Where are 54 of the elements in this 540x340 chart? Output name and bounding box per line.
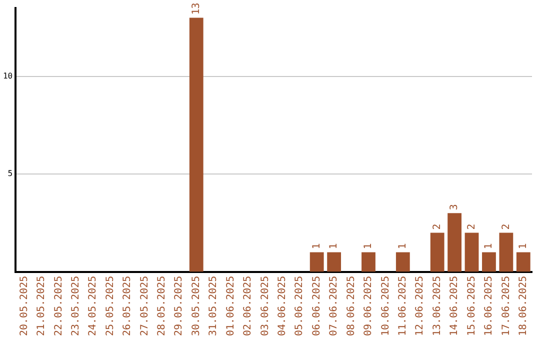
- x-tick-label: 12.06.2025: [414, 276, 426, 336]
- x-tick-label: 01.06.2025: [225, 276, 236, 336]
- bar: [396, 252, 410, 272]
- x-tick-label: 10.06.2025: [380, 276, 392, 336]
- x-tick-label: 23.05.2025: [70, 276, 82, 336]
- x-tick-label: 08.06.2025: [346, 276, 357, 336]
- data-label: 2: [466, 224, 478, 230]
- data-label: 2: [500, 224, 512, 230]
- data-label: 1: [398, 243, 408, 250]
- x-tick-label: 14.06.2025: [449, 276, 460, 336]
- data-label: 13: [190, 2, 202, 15]
- x-tick-label: 26.05.2025: [122, 276, 134, 336]
- bar: [448, 213, 462, 272]
- bar: [327, 252, 342, 272]
- x-tick-label: 18.06.2025: [518, 276, 529, 336]
- x-tick-label: 15.06.2025: [466, 276, 478, 336]
- data-label: 1: [328, 243, 340, 250]
- x-tick-label: 03.06.2025: [260, 276, 271, 336]
- bar: [482, 252, 496, 272]
- x-tick-label: 11.06.2025: [398, 276, 408, 336]
- data-label: 1: [518, 243, 529, 250]
- y-tick-label: 10: [2, 71, 13, 80]
- data-label: 2: [432, 224, 443, 230]
- x-tick-label: 16.06.2025: [484, 276, 495, 336]
- x-tick-label: 25.05.2025: [104, 276, 116, 336]
- x-tick-label: 24.05.2025: [88, 276, 99, 336]
- data-label: 1: [484, 243, 495, 250]
- bar: [189, 18, 204, 272]
- data-label: 3: [449, 204, 460, 210]
- x-tick-label: 27.05.2025: [139, 276, 150, 336]
- x-tick-label: 09.06.2025: [363, 276, 374, 336]
- x-tick-label: 04.06.2025: [277, 276, 288, 336]
- data-label: 1: [363, 243, 374, 250]
- bar: [310, 252, 324, 272]
- bar: [516, 252, 530, 272]
- bar: [464, 232, 479, 272]
- bar: [499, 232, 514, 272]
- x-tick-label: 21.05.2025: [36, 276, 48, 336]
- x-tick-label: 02.06.2025: [242, 276, 254, 336]
- bar: [430, 232, 444, 272]
- x-tick-label: 06.06.2025: [311, 276, 322, 336]
- x-tick-label: 30.05.2025: [190, 276, 202, 336]
- data-label: 1: [311, 243, 322, 250]
- x-tick-label: 31.05.2025: [208, 276, 220, 336]
- x-tick-label: 20.05.2025: [18, 276, 30, 336]
- x-tick-label: 29.05.2025: [174, 276, 185, 336]
- y-tick-label: 5: [8, 169, 13, 178]
- x-tick-label: 13.06.2025: [432, 276, 443, 336]
- x-tick-label: 28.05.2025: [156, 276, 168, 336]
- x-tick-label: 05.06.2025: [294, 276, 306, 336]
- x-tick-label: 22.05.2025: [53, 276, 64, 336]
- x-tick-label: 17.06.2025: [500, 276, 512, 336]
- bar: [362, 252, 376, 272]
- x-tick-label: 07.06.2025: [328, 276, 340, 336]
